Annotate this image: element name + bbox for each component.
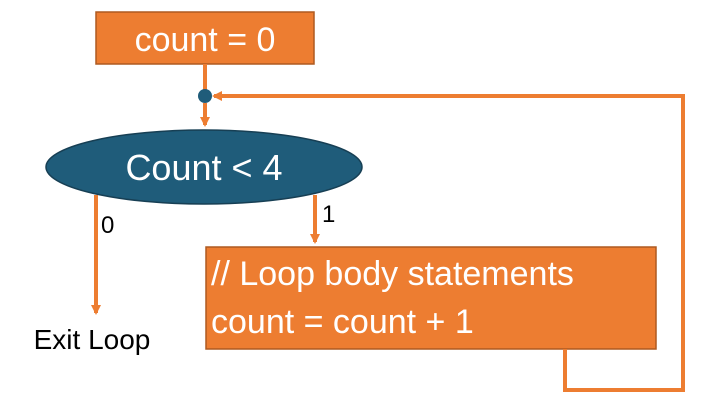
loop-body-line2: count = count + 1 (211, 303, 474, 341)
init-box (95, 11, 315, 65)
loop-junction-dot (198, 89, 212, 103)
exit-loop-label: Exit Loop (34, 324, 151, 355)
true-branch-label: 1 (322, 201, 335, 228)
init-label: count = 0 (135, 21, 276, 59)
loop-body-line1: // Loop body statements (211, 255, 574, 293)
decision-label: Count < 4 (125, 147, 282, 188)
loop-body-box (205, 246, 657, 350)
false-branch-label: 0 (101, 212, 114, 239)
loop-back-arrow (212, 91, 685, 392)
decision-ellipse (45, 129, 363, 205)
